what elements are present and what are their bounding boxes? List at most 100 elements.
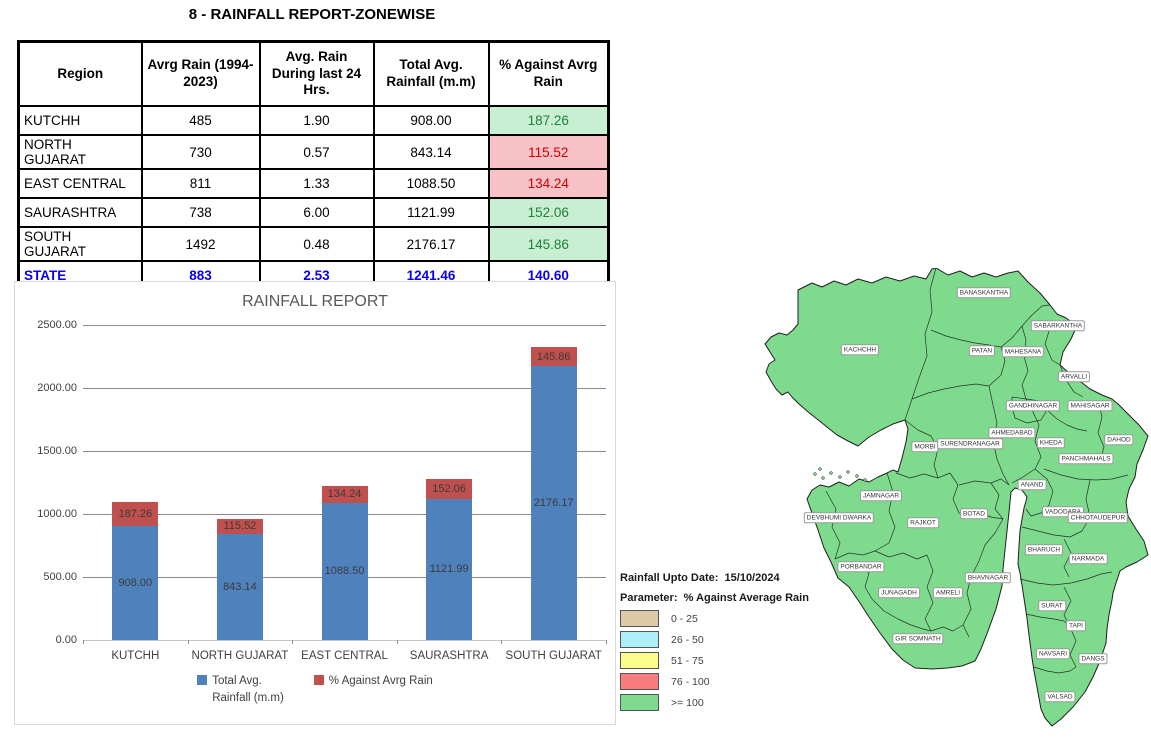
district-border-line [1033, 666, 1077, 674]
col-header-total: Total Avg. Rainfall (m.m) [372, 40, 490, 107]
bar-data-label: 134.24 [327, 488, 362, 501]
bar-segment: 134.24 [321, 485, 368, 503]
district-label-vadodara: VADODARA [1042, 506, 1084, 518]
district-border-line [949, 472, 960, 514]
x-axis-category-label: NORTH GUJARAT [191, 650, 289, 662]
district-label-surat: SURAT [1038, 600, 1066, 612]
district-border-line [1019, 571, 1113, 586]
island-dot [838, 475, 842, 479]
district-label-panchmahals: PANCHMAHALS [1058, 453, 1114, 465]
district-label-junagadh: JUNAGADH [878, 587, 920, 599]
map-legend-parameter: Parameter: % Against Average Rain [620, 592, 809, 604]
district-label-botad: BOTAD [960, 508, 988, 520]
y-axis-label: 0.00 [55, 634, 77, 646]
island-dot [821, 476, 825, 480]
legend-label-line: Total Avg. [212, 675, 262, 687]
district-label-mahesana: MAHESANA [1001, 346, 1045, 358]
district-border-line [1025, 468, 1054, 517]
district-label-anand: ANAND [1017, 479, 1047, 491]
district-border-line [1081, 479, 1091, 532]
map-legend-range: 26 - 50 [671, 633, 704, 646]
bar-data-label: 908.00 [118, 576, 153, 589]
x-axis-tick [292, 640, 294, 644]
gridline [83, 388, 606, 389]
district-label-bhavnagar: BHAVNAGAR [964, 572, 1012, 584]
table-row: SOUTH GUJARAT 1492 0.48 2176.17 145.86 [17, 226, 610, 262]
table-row: NORTH GUJARAT 730 0.57 843.14 115.52 [17, 134, 610, 170]
legend-item: % Against Avrg Rain [313, 673, 433, 706]
y-axis-label: 2500.00 [37, 319, 77, 331]
district-border-line [834, 542, 890, 560]
cell-last_24: 6.00 [258, 197, 375, 228]
x-axis-category-label: EAST CENTRAL [301, 650, 388, 662]
chart-legend: Total Avg. Rainfall (m.m) % Against Avrg R… [15, 673, 615, 706]
cell-total: 1121.99 [372, 197, 490, 228]
district-label-navsari: NAVSARI [1035, 648, 1071, 660]
col-header-last24: Avg. Rain During last 24 Hrs. [258, 40, 375, 107]
bar-segment: 1088.50 [321, 502, 368, 640]
map-legend-date: Rainfall Upto Date: 15/10/2024 [620, 572, 780, 584]
cell-last_24: 0.57 [258, 134, 375, 170]
bar-data-label: 115.52 [223, 520, 257, 533]
gridline [83, 325, 606, 326]
island-dot [846, 470, 850, 474]
district-border-line [825, 490, 841, 560]
rainfall-chart: RAINFALL REPORT 2500.00 2000.00 1500.00 100… [14, 281, 616, 725]
map-legend-swatch [620, 694, 659, 711]
stacked-bar: 908.00 187.26 [112, 502, 159, 640]
district-label-devbhumi-dwarka: DEVBHUMI DWARKA [803, 512, 875, 524]
legend-swatch [197, 675, 208, 685]
cell-total: 908.00 [372, 105, 490, 136]
district-label-kheda: KHEDA [1036, 437, 1066, 449]
cell-pct: 115.52 [487, 134, 610, 170]
stacked-bar: 2176.17 145.86 [530, 347, 577, 640]
district-label-narmada: NARMADA [1068, 553, 1108, 565]
district-border-line [1046, 409, 1088, 432]
cell-avg_rain: 730 [140, 134, 261, 170]
district-border-line [886, 472, 896, 544]
cell-total: 1088.50 [372, 168, 490, 199]
bar-segment: 843.14 [216, 533, 263, 640]
district-label-sabarkantha: SABARKANTHA [1030, 320, 1086, 332]
stacked-bar: 1121.99 152.06 [426, 479, 473, 640]
district-border-line [990, 482, 1004, 520]
map-legend-item: 51 - 75 [620, 650, 790, 671]
legend-label-line: Rainfall (m.m) [212, 691, 284, 704]
district-border-line [904, 268, 937, 421]
legend-label: % Against Avrg Rain [329, 673, 433, 706]
stacked-bar: 843.14 115.52 [216, 519, 263, 640]
island-dot [818, 467, 822, 471]
coastal-islands [813, 467, 867, 482]
cell-region: NORTH GUJARAT [17, 134, 143, 170]
district-label-dangs: DANGS [1078, 653, 1108, 665]
district-label-kachchh: KACHCHH [840, 344, 880, 356]
legend-item: Total Avg. Rainfall (m.m) [197, 673, 284, 706]
col-header-avg-rain: Avrg Rain (1994-2023) [140, 40, 261, 107]
col-header-region: Region [17, 40, 143, 107]
district-border-line [1025, 613, 1071, 628]
island-dot [863, 478, 867, 482]
gujarat-map-svg [764, 268, 1149, 727]
gujarat-district-map: KACHCHH BANASKANTHA SABARKANTHA PATAN MAHESA… [760, 268, 1150, 728]
y-axis-label: 500.00 [43, 571, 77, 583]
district-label-chhotaudepur: CHHOTAUDEPUR [1067, 512, 1129, 524]
district-label-gandhinagar: GANDHINAGAR [1005, 400, 1061, 412]
map-legend-item: 76 - 100 [620, 671, 790, 692]
district-border-line [1021, 526, 1083, 538]
district-label-jamnagar: JAMNAGAR [859, 490, 903, 502]
district-label-tapi: TAPI [1066, 620, 1086, 632]
cell-pct: 187.26 [487, 105, 610, 136]
cell-region: KUTCHH [17, 105, 143, 136]
bar-segment: 115.52 [216, 519, 263, 534]
cell-pct: 134.24 [487, 168, 610, 199]
x-axis-tick [501, 640, 503, 644]
bar-data-label: 1088.50 [324, 565, 365, 578]
bar-data-label: 2176.17 [533, 496, 574, 509]
district-border-line [1044, 327, 1061, 366]
bar-data-label: 145.86 [536, 350, 571, 363]
x-axis-tick [83, 640, 84, 644]
x-axis-category-label: KUTCHH [111, 650, 160, 662]
district-border-line [924, 554, 934, 632]
map-legend-swatch [620, 673, 659, 690]
island-dot [855, 474, 859, 478]
